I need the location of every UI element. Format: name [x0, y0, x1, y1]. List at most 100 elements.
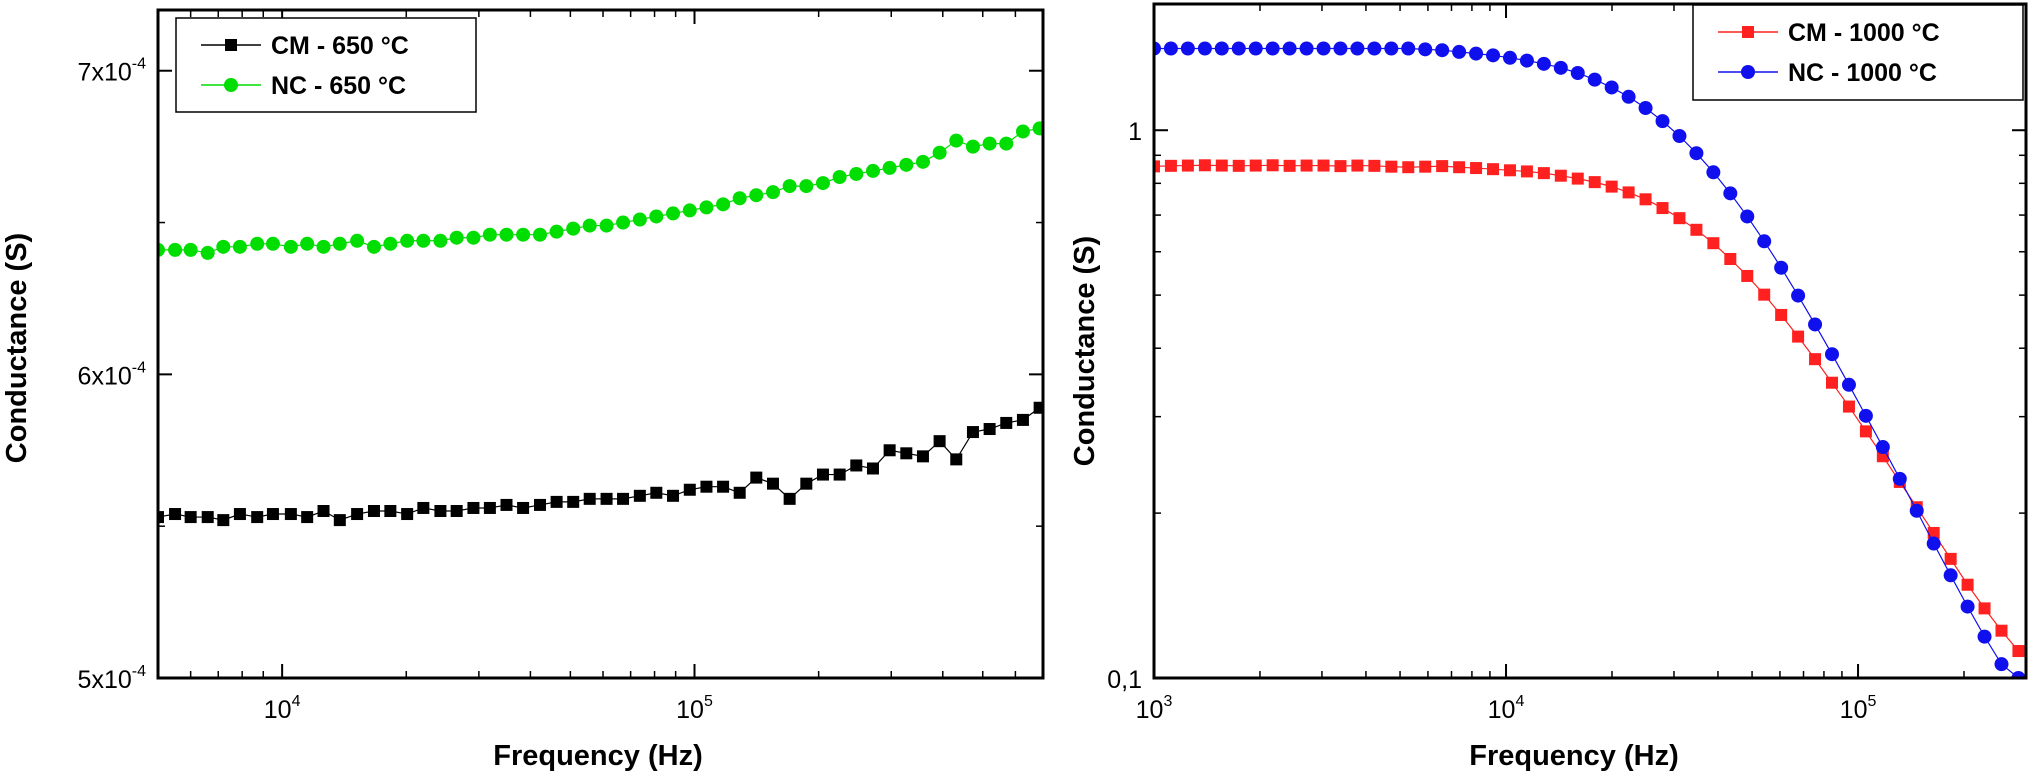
data-point: [2012, 645, 2025, 658]
data-point: [900, 447, 913, 460]
data-point: [301, 511, 314, 524]
data-point: [1215, 159, 1228, 172]
data-point: [200, 245, 215, 260]
data-point: [169, 508, 182, 521]
data-point: [1333, 41, 1348, 56]
data-point: [933, 435, 946, 448]
data-point: [1351, 159, 1364, 172]
data-point: [1486, 48, 1501, 63]
data-point: [1892, 471, 1907, 486]
data-point: [1367, 41, 1382, 56]
data-point: [517, 501, 530, 514]
data-point: [1316, 41, 1331, 56]
data-point: [232, 239, 247, 254]
data-point: [1978, 602, 1991, 615]
data-point: [1032, 121, 1043, 136]
data-point: [966, 426, 979, 439]
data-point: [916, 450, 929, 463]
data-point: [1944, 552, 1957, 565]
x-tick-label: 104: [1488, 693, 1525, 724]
data-point: [1792, 330, 1805, 343]
plot-frame: [156, 8, 1045, 680]
data-point: [216, 239, 231, 254]
data-point: [1487, 163, 1500, 176]
data-point: [1859, 425, 1872, 438]
data-point: [1180, 41, 1195, 56]
data-point: [499, 227, 514, 242]
data-point: [1385, 160, 1398, 173]
data-point: [350, 233, 365, 248]
data-point: [1033, 401, 1043, 414]
data-point: [158, 242, 165, 257]
data-point: [1961, 578, 1974, 591]
data-point: [233, 508, 246, 521]
data-point: [1520, 165, 1533, 178]
data-point: [1858, 408, 1873, 423]
legend-marker: [225, 39, 237, 51]
data-point: [1384, 41, 1399, 56]
data-point: [616, 215, 631, 230]
x-axis-title-left: Frequency (Hz): [493, 740, 702, 772]
data-point: [366, 239, 381, 254]
data-point: [1214, 41, 1229, 56]
data-point: [800, 477, 813, 490]
data-point: [1740, 209, 1755, 224]
data-point: [732, 191, 747, 206]
data-point: [351, 508, 364, 521]
data-point: [716, 197, 731, 212]
data-point: [1943, 568, 1958, 583]
data-point: [417, 501, 430, 514]
data-point: [883, 444, 896, 457]
data-point: [1000, 416, 1013, 429]
x-tick-label: 104: [264, 693, 301, 724]
data-point: [1283, 159, 1296, 172]
data-point: [1503, 164, 1516, 177]
data-point: [1300, 159, 1313, 172]
data-point: [1604, 80, 1619, 95]
x-tick-label: 103: [1136, 693, 1173, 724]
data-point: [549, 224, 564, 239]
data-point: [600, 492, 613, 505]
data-point: [1909, 503, 1924, 518]
data-point: [1655, 114, 1670, 129]
data-point: [783, 492, 796, 505]
data-point: [434, 505, 447, 517]
legend-label: CM - 1000 °C: [1788, 19, 1940, 47]
data-point: [332, 236, 347, 251]
data-point: [466, 230, 481, 245]
data-point: [882, 160, 897, 175]
data-point: [1994, 657, 2009, 672]
series-line: [1154, 47, 2019, 678]
data-point: [1198, 159, 1211, 172]
data-point: [1639, 193, 1652, 206]
data-point: [1368, 159, 1381, 172]
data-point: [1775, 308, 1788, 321]
data-point: [1537, 167, 1550, 180]
data-point: [849, 166, 864, 181]
data-point: [999, 136, 1014, 151]
data-point: [1638, 100, 1653, 115]
data-point: [982, 136, 997, 151]
data-point: [567, 495, 580, 508]
data-point: [532, 227, 547, 242]
data-point: [983, 423, 996, 436]
series-line: [158, 407, 1040, 521]
data-point: [700, 480, 713, 493]
data-point: [865, 163, 880, 178]
data-point: [765, 185, 780, 200]
data-point: [633, 489, 646, 502]
data-point: [1825, 347, 1840, 362]
y-tick-label: 1: [1128, 118, 1142, 146]
data-point: [1154, 160, 1160, 173]
data-point: [583, 492, 596, 505]
data-point: [217, 514, 230, 527]
data-point: [617, 492, 630, 505]
series-line: [1154, 164, 2019, 652]
data-point: [682, 203, 697, 218]
data-point: [750, 471, 763, 484]
data-point: [1016, 413, 1029, 426]
legend-label: CM - 650 °C: [271, 32, 409, 60]
y-tick-label: 0,1: [1107, 666, 1142, 694]
data-point: [158, 511, 164, 524]
